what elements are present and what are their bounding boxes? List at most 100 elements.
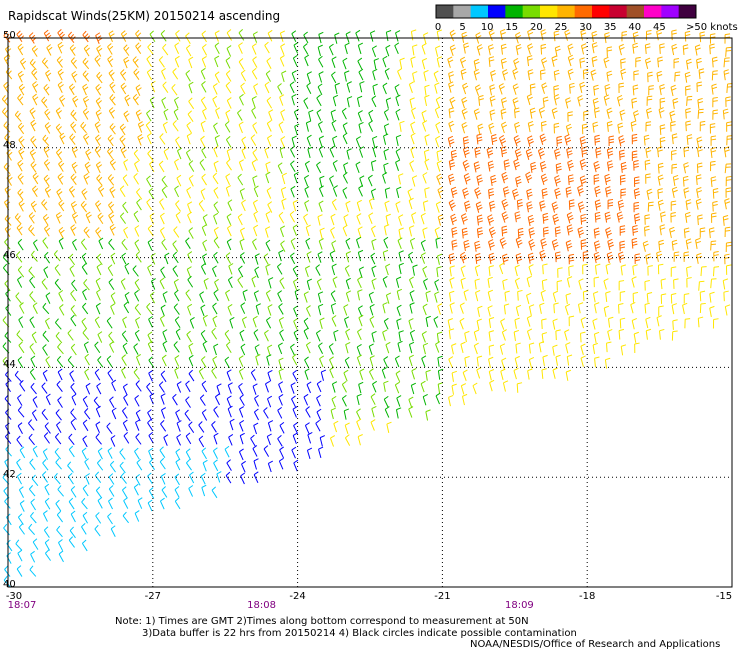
wind-barb [96,253,103,266]
wind-barb [711,83,718,95]
wind-barb [119,123,126,136]
wind-barb [503,159,510,171]
wind-barb [423,32,429,44]
wind-barb [306,278,313,290]
wind-barb [317,291,324,303]
wind-barb [463,289,469,301]
wind-barb [119,448,126,460]
wind-barb [424,134,430,146]
wind-barb [107,147,114,160]
wind-barb [410,121,416,134]
wind-barb [436,331,443,343]
wind-barb [385,292,392,304]
wind-barb [266,187,272,199]
wind-barb [70,382,77,395]
wind-barb [620,264,627,276]
wind-barb [149,30,156,43]
wind-barb [434,82,440,94]
wind-barb [696,136,703,148]
wind-barb [291,30,297,42]
wind-barb [451,226,458,238]
wind-barb [16,251,23,263]
wind-barb [304,160,310,173]
wind-barb [278,303,284,315]
wind-barb [293,459,299,472]
wind-barb [70,173,77,185]
wind-barb [434,291,440,303]
wind-barb [85,211,92,224]
wind-barb [200,356,207,368]
wind-barb [58,539,64,551]
wind-barb [46,44,53,56]
wind-barb [213,432,219,445]
wind-barb [237,173,244,186]
wind-barb [95,433,102,445]
wind-barb [616,211,624,223]
wind-barb [385,44,391,57]
wind-barb [254,266,260,279]
wind-barb [188,485,194,497]
wind-barb [315,329,321,342]
wind-barb [594,185,601,198]
wind-barb [462,136,469,147]
wind-barb [17,513,24,525]
wind-barb [108,69,115,82]
wind-barb [317,83,323,96]
wind-barb [699,302,706,314]
wind-barb [318,238,324,250]
wind-barb [408,406,414,418]
wind-barb [212,302,218,315]
wind-barb [345,251,351,263]
wind-barb [202,214,208,226]
wind-barb [359,146,365,158]
wind-barb [106,422,113,434]
wind-barb [240,302,246,314]
wind-barb [409,97,415,109]
wind-barb [501,198,509,211]
wind-barb [303,393,309,406]
wind-barb [381,367,387,379]
wind-barb [553,30,560,42]
wind-barb [395,159,401,171]
wind-barb [29,149,36,161]
wind-barb [659,124,666,135]
wind-barb [120,30,128,42]
wind-barb [620,161,627,173]
wind-barb [319,355,325,368]
wind-barb [451,239,458,251]
wind-barb [462,82,469,95]
wind-barb [607,238,614,251]
wind-barb [395,108,401,121]
wind-barb [526,55,533,67]
wind-barb [147,149,154,162]
wind-barb [253,290,259,302]
wind-barb [723,57,730,68]
wind-barb [5,67,13,80]
wind-barb [95,83,102,96]
wind-barb [266,433,272,446]
wind-barb [567,43,574,55]
wind-barb [292,265,298,278]
wind-barb [606,46,613,57]
wind-barb [422,200,429,212]
wind-barb [526,275,532,288]
wind-barb [119,135,126,147]
wind-barb [306,251,312,263]
wind-barb [399,57,405,69]
wind-barb [134,278,141,291]
wind-barb [423,149,430,161]
wind-barb [17,422,23,434]
wind-barb [137,497,143,509]
wind-barb [15,292,22,304]
wind-barb [108,497,114,510]
wind-barb [345,200,351,213]
wind-barb [43,29,52,42]
wind-barb [634,253,641,264]
wind-barb [476,227,484,239]
wind-barb [289,81,295,94]
wind-barb [239,188,245,200]
wind-barb [396,288,403,301]
wind-barb [577,226,585,239]
wind-barb [148,447,154,460]
wind-barb [409,302,415,314]
